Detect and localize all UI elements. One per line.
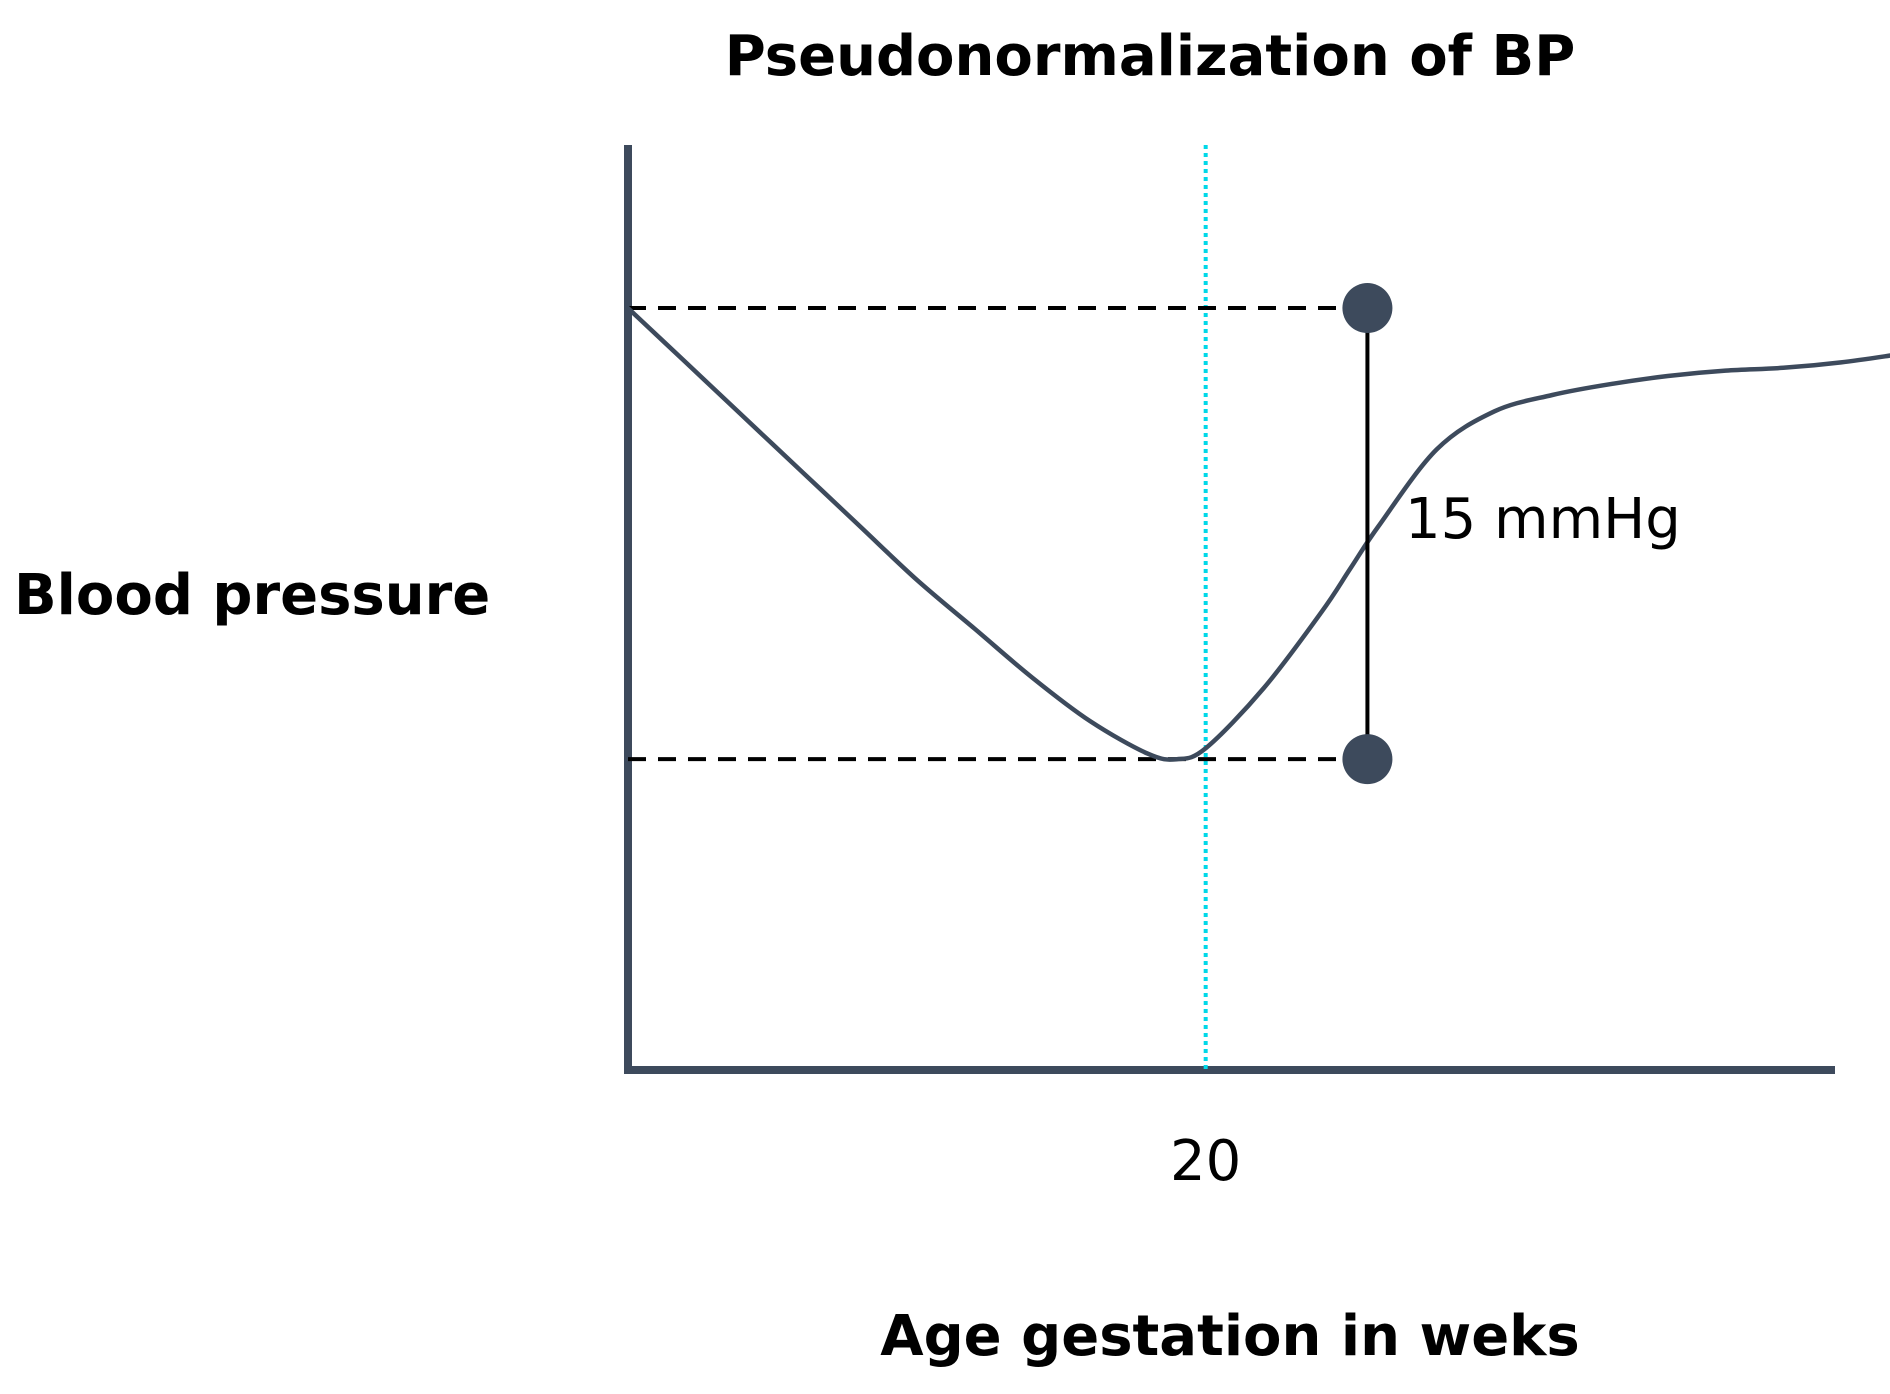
bp-curve xyxy=(625,305,1890,762)
chart-marks: 20 xyxy=(624,145,1890,1194)
y-axis-label: Blood pressure xyxy=(14,563,490,628)
interval-lower-point xyxy=(1342,734,1393,785)
x-axis-label: Age gestation in weks xyxy=(880,1304,1580,1369)
x-tick-label: 20 xyxy=(1170,1129,1241,1194)
interval-label: 15 mmHg xyxy=(1405,487,1681,552)
interval-upper-point xyxy=(1342,283,1393,334)
chart-title: Pseudonormalization of BP xyxy=(725,24,1576,89)
